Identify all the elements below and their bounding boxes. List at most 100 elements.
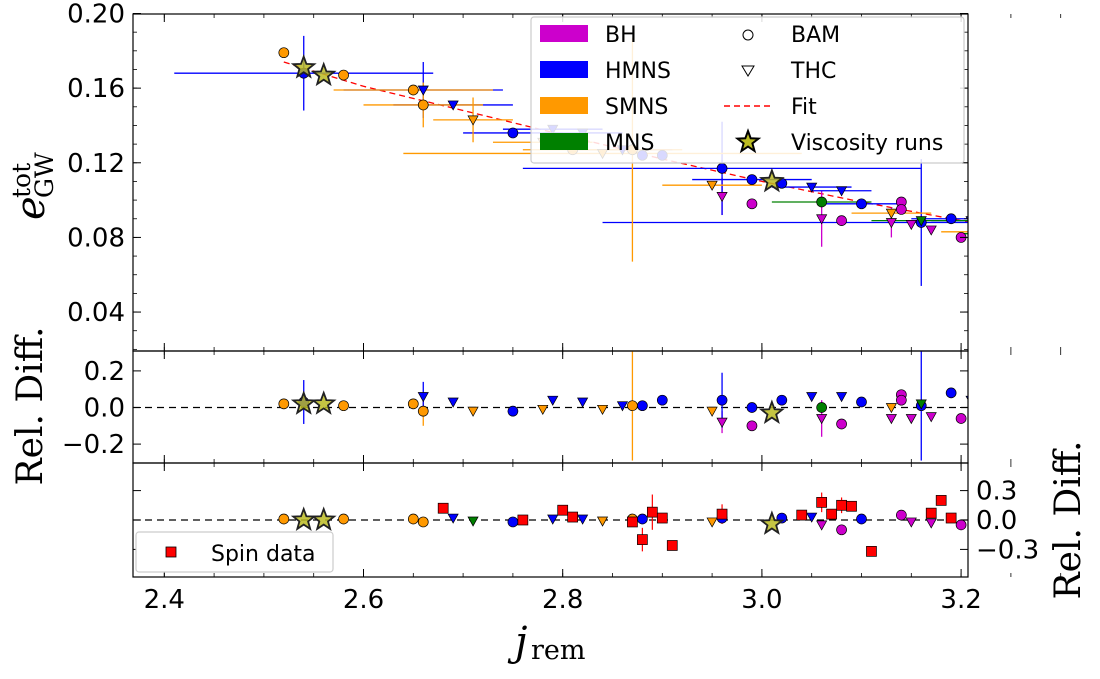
legend-label-hmns: HMNS	[605, 59, 671, 84]
reldiff1-point	[835, 392, 848, 403]
main-y-ticks: 0.20 0.16 0.12 0.08 0.04	[67, 0, 968, 350]
reldiff2-viscosity-star	[290, 506, 317, 532]
reldiff1-point	[1006, 401, 1016, 411]
reldiff1-point	[976, 406, 986, 416]
data-point-mns	[1046, 240, 1056, 250]
data-point-hmns	[746, 174, 758, 185]
reldiff1-point	[338, 400, 349, 412]
reldiff1-point	[816, 402, 828, 413]
legend-swatch-mns	[540, 133, 588, 150]
data-point-smns	[885, 208, 897, 219]
spin-data-point	[627, 516, 638, 528]
x-tick-label: 2.4	[144, 585, 185, 615]
data-point-hmns	[716, 163, 728, 174]
data-point-smns	[467, 115, 479, 126]
data-point-bh	[905, 220, 917, 231]
reldiff1-point	[467, 406, 479, 417]
reldiff1-point	[627, 400, 638, 412]
reldiff1-point	[776, 394, 788, 406]
reldiff1-point	[915, 399, 927, 410]
reldiff1-point	[407, 398, 419, 410]
reldiff2-point	[447, 513, 459, 524]
main-y-tick-label: 0.12	[67, 149, 125, 179]
legend-circle-icon	[742, 29, 754, 41]
reldiff2-data-points	[278, 495, 967, 557]
legend-label-thc: THC	[790, 59, 836, 84]
spin-data-point	[796, 509, 808, 521]
data-point-smns	[976, 228, 986, 237]
reldiff2-point	[467, 516, 479, 527]
spin-data-point	[945, 512, 957, 524]
legend-label-mns: MNS	[605, 131, 654, 156]
spin-data-point	[666, 540, 678, 551]
spin-data-point	[935, 495, 947, 506]
data-point-bh	[895, 204, 907, 215]
reldiff1-point	[616, 401, 629, 412]
legend-label-bam: BAM	[791, 23, 840, 48]
reldiff1-point	[656, 394, 668, 406]
reldiff1-y-ticks: 0.2 0.0 −0.2	[62, 357, 968, 460]
main-y-tick-label: 0.16	[67, 74, 125, 104]
legend-square-icon	[165, 546, 177, 558]
reldiff1-point	[905, 414, 917, 425]
data-point-bh	[925, 225, 937, 236]
reldiff2-point	[706, 517, 718, 528]
reldiff1-point	[976, 404, 986, 413]
viscosity-star	[758, 167, 785, 193]
main-y-axis-title-base: e	[8, 196, 54, 220]
legend-triangle-down-icon	[741, 65, 755, 77]
reldiff2-point	[577, 514, 589, 525]
main-y-tick-label: 0.08	[67, 223, 125, 253]
reldiff1-point	[716, 394, 728, 406]
reldiff2-viscosity-star	[310, 506, 337, 532]
reldiff2-point	[955, 519, 967, 531]
reldiff1-viscosity-star	[310, 390, 337, 415]
x-axis-ticks: 2.42.62.83.03.23.43.6	[144, 14, 1062, 615]
reldiff2-point	[836, 524, 847, 536]
reldiff1-point	[746, 420, 758, 432]
reldiff1-viscosity-star	[758, 399, 785, 425]
spin-data-point	[646, 506, 658, 518]
data-point-hmns	[835, 186, 848, 197]
reldiff1-point	[895, 394, 907, 406]
reldiff1-point	[746, 402, 758, 413]
reldiff-panel-2: 0.30.0−0.3	[132, 462, 1039, 578]
reldiff1-point	[577, 397, 589, 408]
reldiff1-point	[836, 418, 847, 430]
reldiff2-point	[925, 518, 937, 529]
data-point-mns	[1026, 241, 1036, 250]
reldiff1-point	[278, 398, 290, 410]
reldiff2-point	[338, 513, 349, 525]
reldiff2-point	[417, 516, 429, 528]
reldiff2-point	[637, 513, 648, 525]
data-point-mns	[1086, 244, 1096, 254]
reldiff2-y-tick-label: −0.3	[976, 535, 1039, 565]
reldiff2-y-tick-label: 0.0	[976, 506, 1017, 536]
data-point-mns	[1006, 229, 1016, 239]
reldiff2-point	[407, 513, 419, 525]
reldiff1-point	[806, 392, 818, 403]
data-point-bh	[836, 215, 847, 226]
spin-data-point	[836, 499, 847, 511]
data-point-bh	[716, 192, 728, 203]
reldiff2-point	[905, 517, 917, 528]
data-point-smns	[706, 180, 718, 191]
data-point-hmns	[417, 85, 429, 96]
data-point-hmns	[856, 198, 867, 210]
reldiff1-point	[507, 405, 519, 417]
reldiff1-point	[925, 412, 937, 423]
reldiff2-point	[895, 509, 907, 521]
data-point-mns	[816, 196, 828, 208]
legend-label-smns: SMNS	[605, 95, 668, 120]
reldiff1-viscosity-star	[290, 390, 317, 415]
main-y-tick-label: 0.20	[67, 0, 125, 30]
x-tick-label: 2.8	[542, 585, 583, 615]
legend-swatch-bh	[540, 25, 588, 42]
viscosity-star	[310, 61, 337, 87]
x-axis-title: j	[507, 619, 527, 665]
legend-swatch-hmns	[540, 61, 588, 78]
data-point-smns	[407, 84, 419, 96]
x-tick-label: 2.6	[343, 585, 384, 615]
data-point-bh	[976, 229, 986, 239]
